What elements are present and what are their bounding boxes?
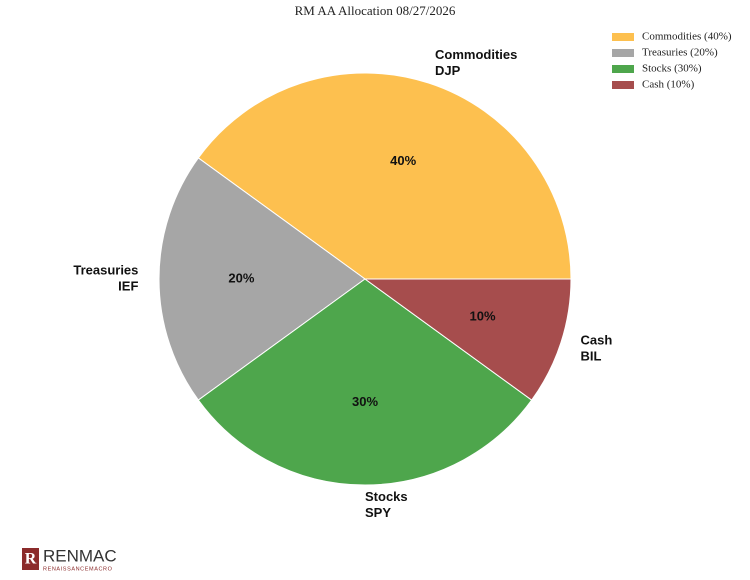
legend-swatch	[612, 81, 634, 89]
legend-swatch	[612, 33, 634, 41]
ticker-label: BIL	[581, 348, 602, 363]
logo-box	[22, 548, 39, 570]
logo-mark: R	[25, 551, 37, 568]
legend-label: Commodities (40%)	[642, 31, 732, 43]
category-label: Treasuries	[73, 262, 138, 277]
slice-label: 10%	[470, 309, 496, 324]
ticker-label: DJP	[435, 63, 461, 78]
legend-label: Treasuries (20%)	[642, 47, 718, 59]
category-label: Commodities	[435, 47, 517, 62]
legend-swatch	[612, 65, 634, 73]
logo: R RENMAC RENAISSANCEMACRO	[22, 546, 117, 572]
legend-swatch	[612, 49, 634, 57]
legend-label: Cash (10%)	[642, 79, 695, 91]
pie-slice	[363, 278, 572, 401]
slice-label: 20%	[228, 270, 254, 285]
ticker-label: SPY	[365, 505, 391, 520]
chart-title: RM AA Allocation 08/27/2026	[295, 3, 456, 18]
legend-label: Stocks (30%)	[642, 63, 702, 75]
slice-label: 30%	[352, 394, 378, 409]
logo-name: RENMAC	[43, 546, 117, 565]
slice-label: 40%	[390, 153, 416, 168]
category-label: Cash	[581, 332, 613, 347]
logo-tagline: RENAISSANCEMACRO	[43, 566, 113, 572]
pie-slice	[158, 157, 366, 401]
pie-slice	[197, 278, 533, 486]
pie-slice	[197, 72, 572, 280]
ticker-label: IEF	[118, 278, 138, 293]
category-label: Stocks	[365, 489, 408, 504]
